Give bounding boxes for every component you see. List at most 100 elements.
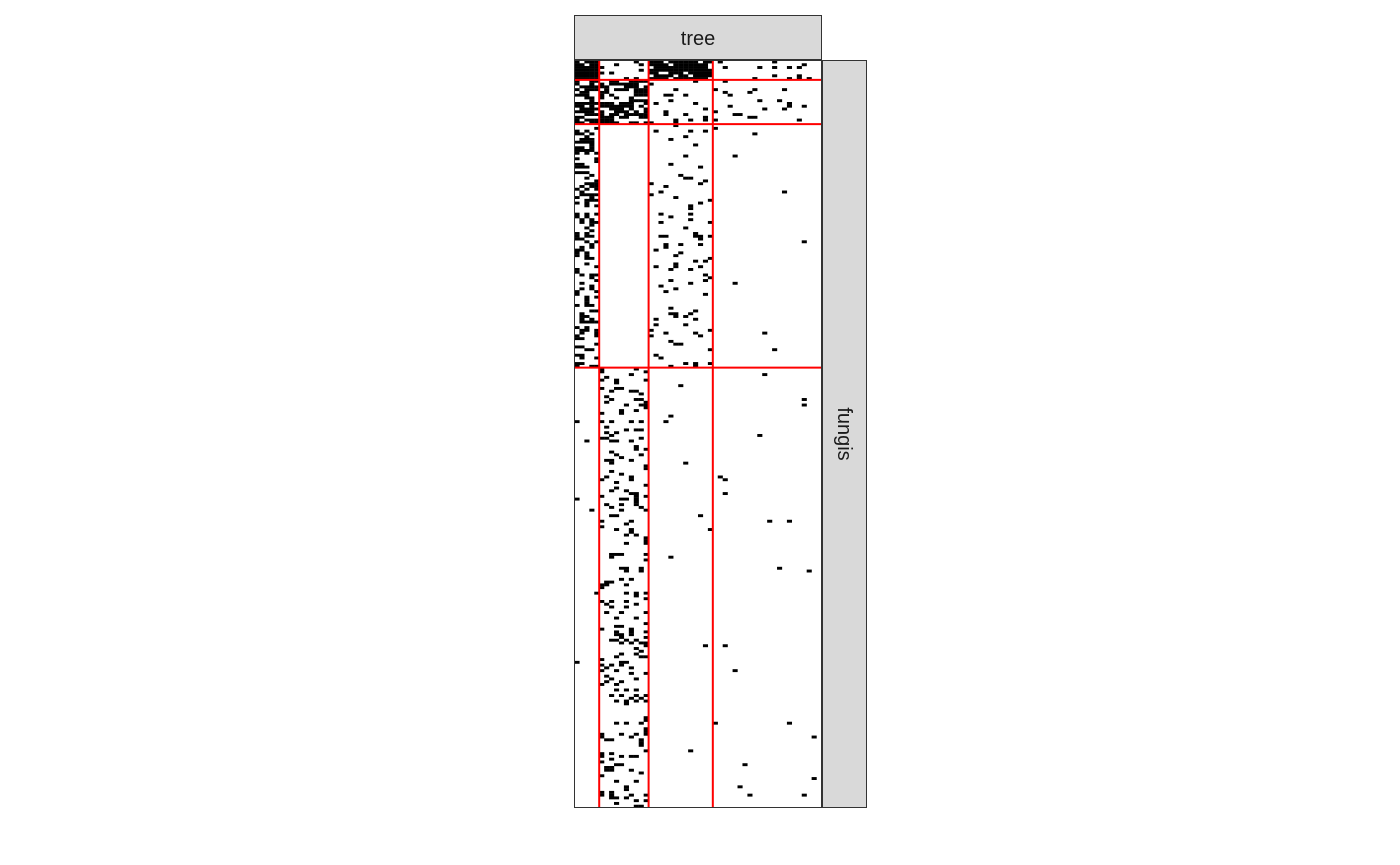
incidence-cell: [796, 77, 802, 81]
incidence-cell: [574, 146, 580, 150]
incidence-cell: [633, 647, 639, 650]
incidence-cell: [801, 240, 807, 244]
incidence-cell: [702, 74, 709, 78]
incidence-cell: [643, 400, 649, 404]
incidence-cell: [643, 483, 649, 487]
incidence-cell: [574, 71, 580, 75]
incidence-cell: [757, 434, 763, 437]
incidence-cell: [623, 788, 629, 792]
incidence-cell: [599, 586, 605, 590]
incidence-cell: [584, 176, 590, 180]
incidence-cell: [628, 630, 634, 634]
incidence-cell: [668, 414, 674, 418]
incidence-cell: [614, 431, 620, 435]
incidence-cell: [618, 107, 625, 111]
incidence-cell: [599, 683, 605, 686]
incidence-cell: [614, 96, 620, 100]
incidence-cell: [609, 768, 615, 772]
incidence-cell: [574, 497, 580, 501]
incidence-cell: [589, 284, 595, 288]
incidence-cell: [633, 638, 639, 642]
incidence-cell: [614, 110, 620, 114]
incidence-cell: [633, 88, 639, 92]
incidence-cell: [579, 331, 585, 335]
incidence-cell: [643, 622, 649, 626]
incidence-cell: [707, 528, 713, 531]
incidence-cell: [638, 436, 644, 440]
incidence-cell: [579, 68, 585, 72]
incidence-cell: [673, 66, 679, 69]
incidence-cell: [594, 60, 600, 64]
incidence-cell: [722, 644, 728, 648]
incidence-cell: [633, 677, 639, 681]
incidence-cell: [584, 96, 590, 100]
incidence-cell: [614, 104, 620, 108]
incidence-cell: [663, 110, 669, 114]
incidence-cell: [589, 60, 595, 64]
incidence-cell: [767, 519, 773, 523]
incidence-cell: [604, 766, 610, 769]
incidence-cell: [574, 115, 580, 119]
incidence-cell: [584, 137, 590, 141]
incidence-cell: [688, 66, 694, 69]
incidence-cell: [698, 63, 704, 67]
incidence-cell: [707, 348, 713, 352]
incidence-cell: [614, 378, 620, 382]
incidence-cell: [584, 301, 590, 305]
incidence-cell: [633, 121, 639, 125]
incidence-cell: [643, 447, 649, 451]
incidence-cell: [643, 558, 649, 562]
incidence-cell: [633, 732, 639, 736]
incidence-cell: [668, 68, 674, 72]
incidence-cell: [609, 663, 615, 667]
incidence-cell: [643, 611, 649, 614]
incidence-cell: [599, 669, 605, 673]
incidence-cell: [579, 220, 585, 224]
incidence-cell: [811, 777, 817, 780]
incidence-cell: [658, 68, 664, 72]
incidence-cell: [604, 666, 610, 670]
incidence-cell: [628, 666, 634, 670]
incidence-cell: [688, 204, 694, 208]
incidence-cell: [594, 320, 600, 324]
incidence-cell: [579, 281, 585, 285]
incidence-cell: [589, 118, 595, 122]
incidence-cell: [599, 793, 605, 797]
incidence-cell: [574, 121, 580, 125]
incidence-cell: [702, 71, 709, 75]
incidence-cell: [673, 88, 679, 92]
incidence-cell: [584, 326, 590, 330]
incidence-cell: [762, 373, 768, 377]
incidence-cell: [594, 157, 600, 161]
incidence-cell: [643, 403, 649, 407]
incidence-cell: [693, 331, 699, 335]
incidence-cell: [604, 680, 610, 684]
incidence-cell: [693, 63, 699, 67]
incidence-cell: [584, 93, 590, 97]
incidence-cell: [618, 409, 625, 413]
incidence-cell: [623, 605, 629, 609]
incidence-cell: [628, 439, 634, 443]
incidence-cell: [618, 503, 625, 507]
incidence-cell: [609, 107, 615, 111]
incidence-cell: [623, 77, 629, 81]
incidence-cell: [623, 104, 629, 108]
incidence-cell: [574, 237, 580, 241]
incidence-cell: [618, 660, 625, 664]
incidence-cell: [638, 641, 644, 645]
incidence-cell: [673, 77, 679, 81]
incidence-cell: [693, 259, 699, 263]
incidence-cell: [618, 508, 625, 512]
incidence-cell: [609, 469, 615, 473]
incidence-cell: [643, 539, 649, 543]
incidence-cell: [618, 624, 625, 628]
incidence-cell: [628, 528, 634, 531]
incidence-cell: [604, 674, 610, 678]
incidence-cell: [688, 281, 694, 285]
incidence-cell: [702, 644, 709, 648]
incidence-cell: [693, 77, 699, 81]
incidence-cell: [623, 660, 629, 664]
incidence-cell: [628, 754, 634, 758]
incidence-cell: [599, 525, 605, 529]
incidence-cell: [609, 489, 615, 493]
